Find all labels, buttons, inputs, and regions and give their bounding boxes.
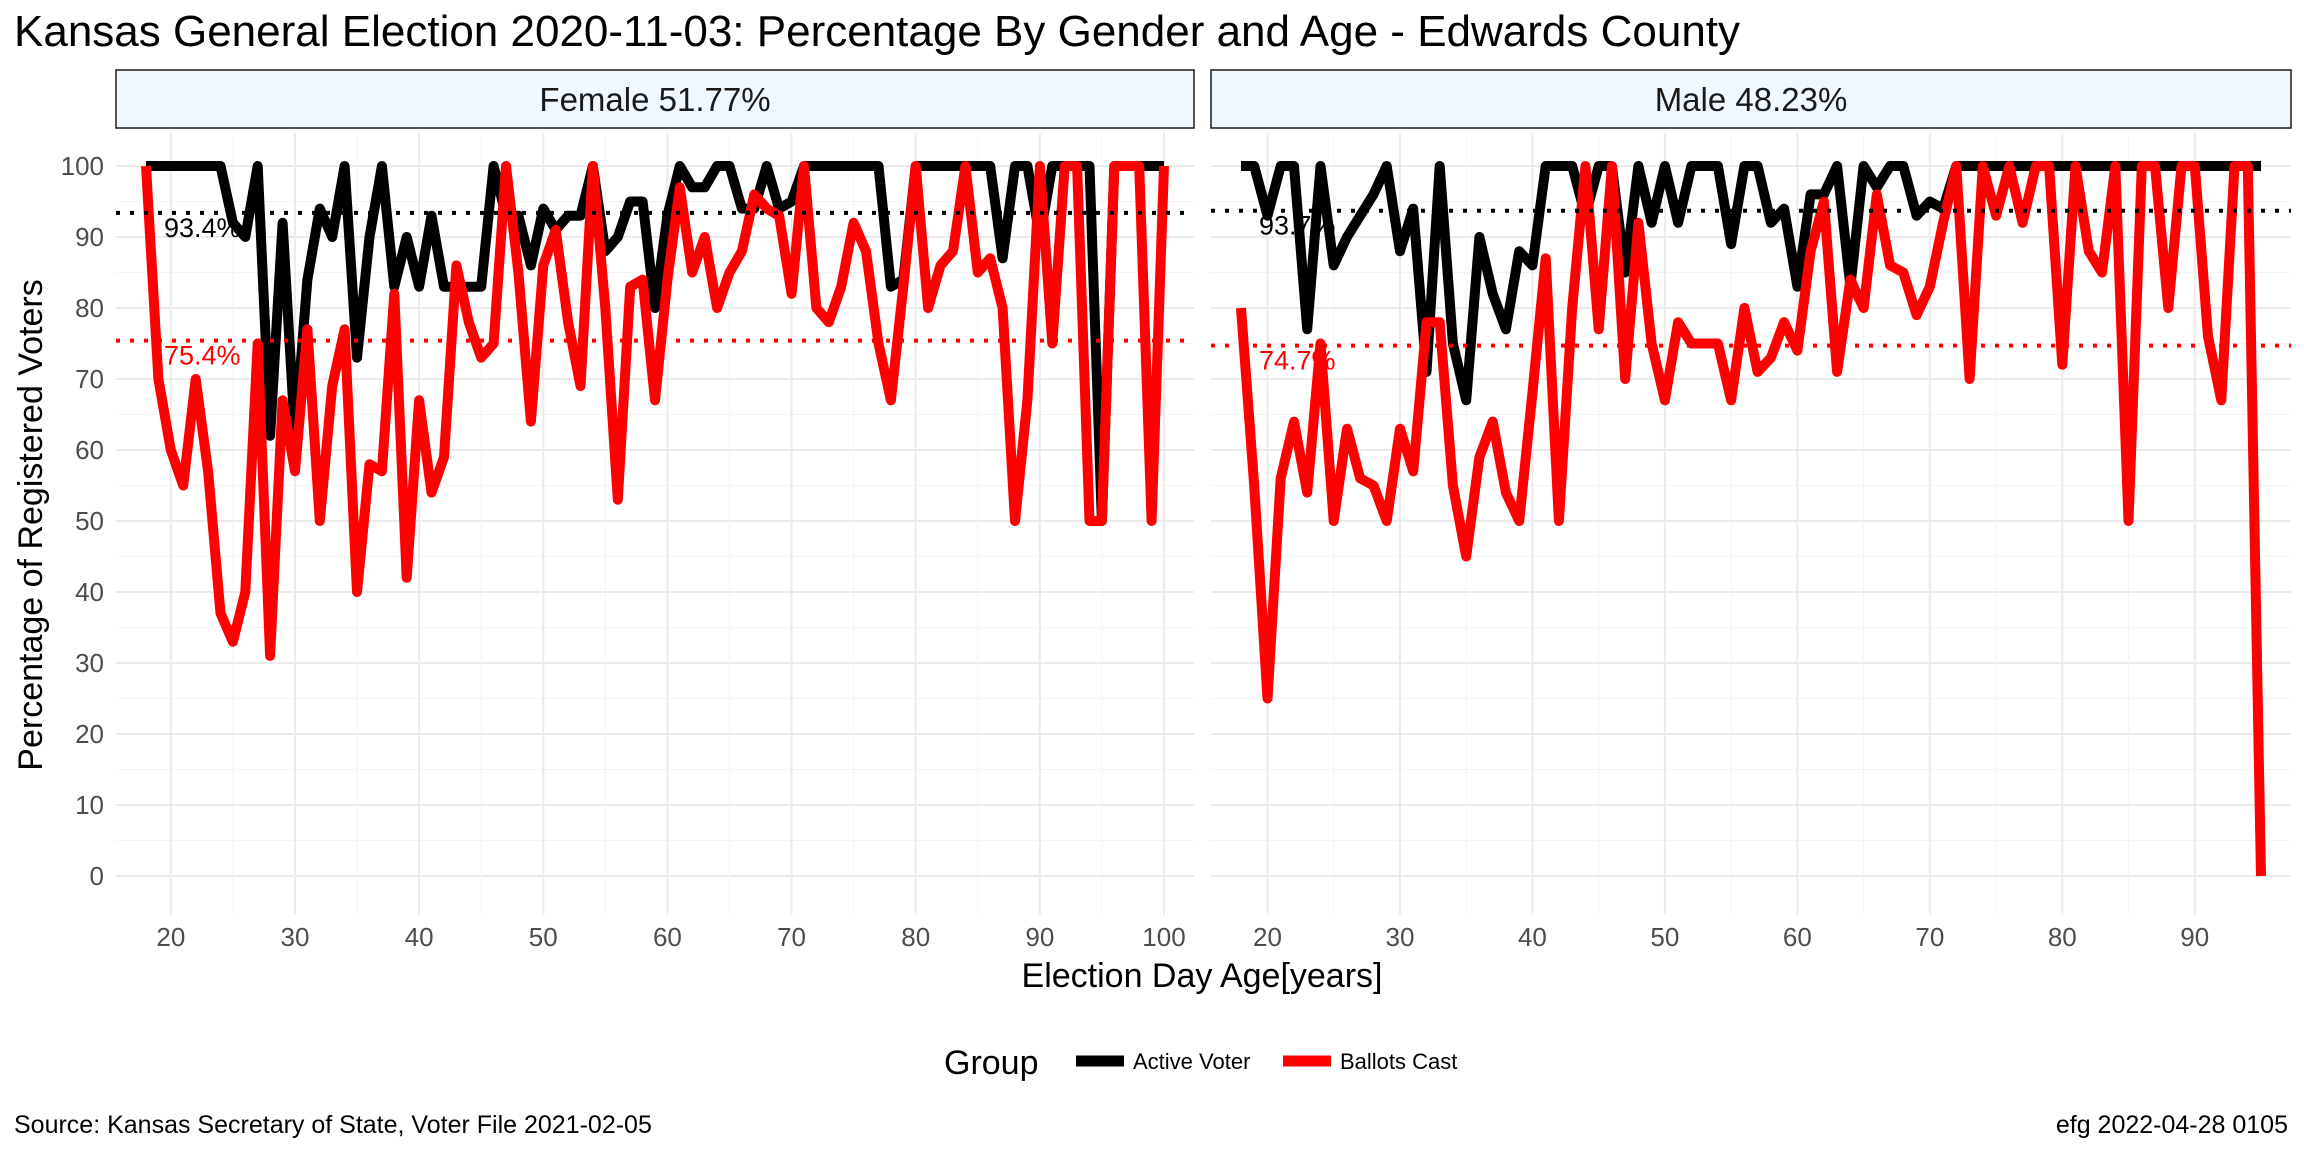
x-tick-label: 60: [1783, 922, 1812, 952]
reference-label-active: 93.7%: [1259, 211, 1336, 241]
reference-label-ballots: 75.4%: [164, 341, 241, 371]
x-tick-label: 50: [1650, 922, 1679, 952]
x-tick-label: 70: [1915, 922, 1944, 952]
x-tick-label: 40: [1518, 922, 1547, 952]
panel-female: Female 51.77% 0 10 20 30 40 50 60 70 80 90 100 20 30 4…: [61, 69, 1195, 952]
x-tick-label: 20: [1253, 922, 1282, 952]
y-tick-label: 70: [75, 364, 104, 394]
facet-strip: [115, 69, 1195, 129]
y-tick-label: 40: [75, 577, 104, 607]
series-line-ballots-cast: [141, 161, 1169, 661]
x-tick-label: 90: [1025, 922, 1054, 952]
y-tick-label: 10: [75, 790, 104, 820]
y-axis-title: Percentage of Registered Voters: [12, 279, 50, 770]
y-tick-label: 60: [75, 435, 104, 465]
series-line-active-voter: [146, 161, 1164, 526]
x-tick-label: 70: [777, 922, 806, 952]
x-tick-label: 50: [529, 922, 558, 952]
legend-title: Group: [944, 1044, 1039, 1082]
series-line-ballots-cast: [1236, 161, 2266, 877]
x-tick-label: 90: [2180, 922, 2209, 952]
legend-label-active-voter: Active Voter: [1133, 1049, 1250, 1074]
y-tick-label: 50: [75, 506, 104, 536]
x-tick-label: 30: [1386, 922, 1415, 952]
x-tick-label: 30: [281, 922, 310, 952]
reference-label-active: 93.4%: [164, 213, 241, 243]
y-tick-label: 30: [75, 648, 104, 678]
y-tick-label: 20: [75, 719, 104, 749]
facet-strip: [1210, 69, 2292, 129]
facet-strip-label: Female 51.77%: [539, 81, 770, 118]
y-tick-label: 0: [90, 861, 104, 891]
x-tick-label: 20: [156, 922, 185, 952]
x-tick-label: 80: [2048, 922, 2077, 952]
y-tick-label: 90: [75, 222, 104, 252]
panel-male: Male 48.23% 20 30 40 50 60 70 80 90 93.7% 74.7%: [1210, 69, 2292, 952]
timestamp-caption: efg 2022-04-28 0105: [2056, 1111, 2288, 1139]
x-tick-label: 40: [405, 922, 434, 952]
y-tick-label: 80: [75, 293, 104, 323]
x-tick-label: 100: [1142, 922, 1185, 952]
x-axis-title: Election Day Age[years]: [1022, 957, 1383, 995]
chart-title: Kansas General Election 2020-11-03: Perc…: [14, 7, 1740, 56]
y-tick-label: 100: [61, 151, 104, 181]
source-caption: Source: Kansas Secretary of State, Voter…: [14, 1111, 652, 1139]
panels: Female 51.77% 0 10 20 30 40 50 60 70 80 90 100 20 30 4…: [61, 69, 2292, 952]
series-line-active-voter: [1241, 161, 2261, 406]
reference-label-ballots: 74.7%: [1259, 346, 1336, 376]
legend-label-ballots-cast: Ballots Cast: [1340, 1049, 1457, 1074]
legend: Group Active Voter Ballots Cast: [944, 1044, 1457, 1082]
x-tick-label: 80: [901, 922, 930, 952]
facet-strip-label: Male 48.23%: [1655, 81, 1848, 118]
x-tick-label: 60: [653, 922, 682, 952]
